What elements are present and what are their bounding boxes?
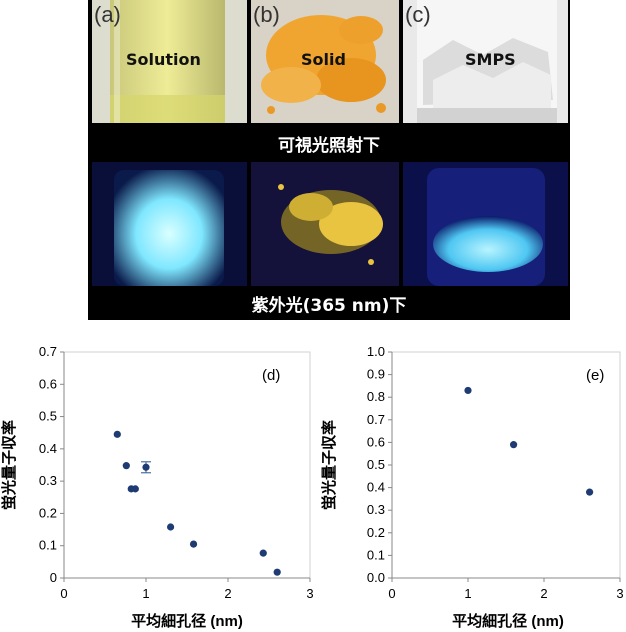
x-tick-label: 0 (60, 586, 67, 601)
photo-visible-solid: (b) Solid (251, 0, 399, 123)
panel-tag-c: (c) (405, 2, 431, 27)
solid-powder-image (251, 0, 399, 123)
plot-frame-d (63, 351, 311, 579)
data-point (122, 462, 130, 470)
data-point (259, 549, 267, 557)
panel-tag-b: (b) (253, 2, 280, 27)
photo-visible-smps: (c) SMPS (403, 0, 568, 123)
solution-vial-image (92, 0, 247, 123)
x-tick-label: 0 (388, 586, 395, 601)
photo-uv-smps (403, 162, 568, 286)
y-tick-label: 0.3 (39, 473, 57, 488)
plot-frame-e (391, 351, 621, 579)
x-tick-label: 3 (306, 586, 313, 601)
y-tick-label: 0.5 (367, 457, 385, 472)
panel-label-d: (d) (262, 367, 280, 384)
smps-uv-image (403, 162, 568, 286)
y-tick-label: 0.9 (367, 367, 385, 382)
chart-d: 0 0.1 0.2 0.3 0.4 0.5 0.6 0.7 0 1 2 3 (d) 平均細孔径 (n… (0, 344, 314, 630)
y-tick-label: 1.0 (367, 344, 385, 359)
y-tick-label: 0.6 (367, 434, 385, 449)
y-tick-label: 0.6 (39, 376, 57, 391)
x-tick-label: 3 (616, 586, 623, 601)
data-point (464, 386, 472, 395)
data-point (167, 523, 175, 531)
y-tick-label: 0.4 (39, 441, 57, 456)
y-tick-label: 0.5 (39, 409, 57, 424)
data-point (510, 441, 518, 449)
data-point (142, 463, 150, 471)
panel-label-e: (e) (586, 367, 604, 384)
solid-uv-image (251, 162, 399, 286)
photo-visible-solution: (a) Solution (92, 0, 247, 123)
photo-uv-solution (92, 162, 247, 286)
photo-uv-solid (251, 162, 399, 286)
x-axis-label-d: 平均細孔径 (nm) (131, 612, 243, 630)
y-tick-label: 0.7 (39, 344, 57, 359)
y-tick-label: 0.2 (367, 525, 385, 540)
data-point (273, 568, 281, 576)
x-tick-label: 1 (142, 586, 149, 601)
y-tick-label: 0.4 (367, 480, 385, 495)
y-tick-label: 0.1 (367, 547, 385, 562)
panel-tag-a: (a) (94, 2, 121, 27)
x-tick-label: 1 (464, 586, 471, 601)
data-point (113, 430, 121, 438)
y-axis-label-e: 蛍光量子収率 (320, 420, 338, 510)
data-point (586, 488, 594, 496)
y-tick-label: 0.0 (367, 570, 385, 585)
chart-e: 0.0 0.1 0.2 0.3 0.4 0.5 0.6 0.7 0.8 0.9 1.0 0 1 2 3 (… (320, 344, 624, 630)
caption-visible-light: 可視光照射下 (88, 126, 570, 160)
data-point (189, 540, 198, 548)
y-tick-label: 0.2 (39, 505, 57, 520)
smps-crystals-image (403, 0, 568, 123)
y-tick-label: 0.1 (39, 538, 57, 553)
y-axis-label-d: 蛍光量子収率 (0, 420, 18, 510)
solution-uv-image (92, 162, 247, 286)
y-tick-label: 0 (50, 570, 57, 585)
photo-panel: (a) Solution (b) Solid (88, 0, 570, 320)
sample-label-solid: Solid (301, 50, 346, 69)
x-tick-label: 2 (540, 586, 547, 601)
sample-label-solution: Solution (126, 50, 201, 69)
y-tick-label: 0.3 (367, 502, 385, 517)
data-point (131, 485, 139, 493)
caption-uv-light: 紫外光(365 nm)下 (88, 286, 570, 320)
sample-label-smps: SMPS (465, 50, 516, 69)
y-tick-label: 0.8 (367, 389, 385, 404)
y-tick-label: 0.7 (367, 412, 385, 427)
x-axis-label-e: 平均細孔径 (nm) (452, 612, 564, 630)
x-tick-label: 2 (224, 586, 231, 601)
